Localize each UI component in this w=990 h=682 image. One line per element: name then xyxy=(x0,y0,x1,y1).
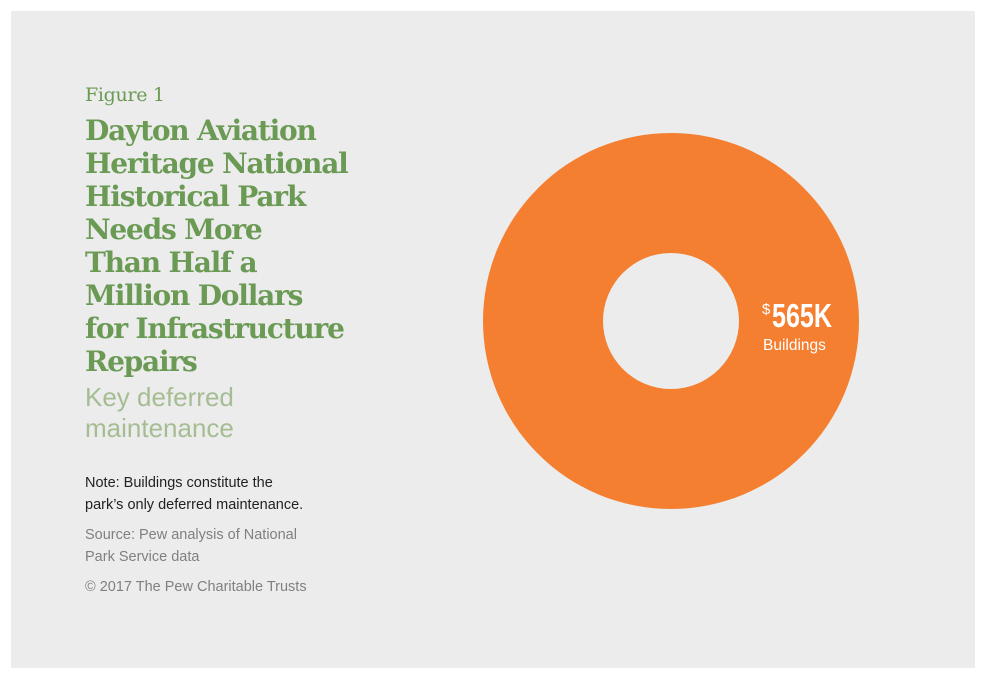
subtitle-line: maintenance xyxy=(85,413,234,443)
figure-label: Figure 1 xyxy=(85,84,165,106)
title-line: Heritage National xyxy=(85,147,349,180)
text-column: Figure 1 Dayton Aviation Heritage Nation… xyxy=(85,84,355,598)
chart-title: Dayton Aviation Heritage National Histor… xyxy=(85,114,355,378)
slice-label: $ 565K Buildings xyxy=(762,297,832,354)
source-line: Source: Pew analysis of National xyxy=(85,527,297,543)
donut-hole xyxy=(603,253,739,389)
title-line: Historical Park xyxy=(85,180,306,213)
source-line: Park Service data xyxy=(85,549,200,565)
slice-label-category: Buildings xyxy=(763,337,826,354)
slice-label-value: 565K xyxy=(772,297,832,334)
title-line: Needs More xyxy=(85,213,263,246)
subtitle-line: Key deferred xyxy=(85,382,234,412)
note-line: park’s only deferred maintenance. xyxy=(85,497,304,513)
title-line: Million Dollars xyxy=(85,279,303,312)
title-line: for Infrastructure xyxy=(85,312,345,345)
note-line: Note: Buildings constitute the xyxy=(85,475,273,491)
title-line: Dayton Aviation xyxy=(85,114,317,147)
chart-subtitle: Key deferred maintenance xyxy=(85,382,355,444)
copyright: © 2017 The Pew Charitable Trusts xyxy=(85,579,307,595)
chart-note: Note: Buildings constitute the park’s on… xyxy=(85,472,325,516)
title-line: Repairs xyxy=(85,345,198,378)
title-line: Than Half a xyxy=(85,246,258,279)
slices-group xyxy=(483,133,859,509)
slice-label-currency: $ xyxy=(762,301,771,318)
chart-source: Source: Pew analysis of National Park Se… xyxy=(85,524,325,568)
